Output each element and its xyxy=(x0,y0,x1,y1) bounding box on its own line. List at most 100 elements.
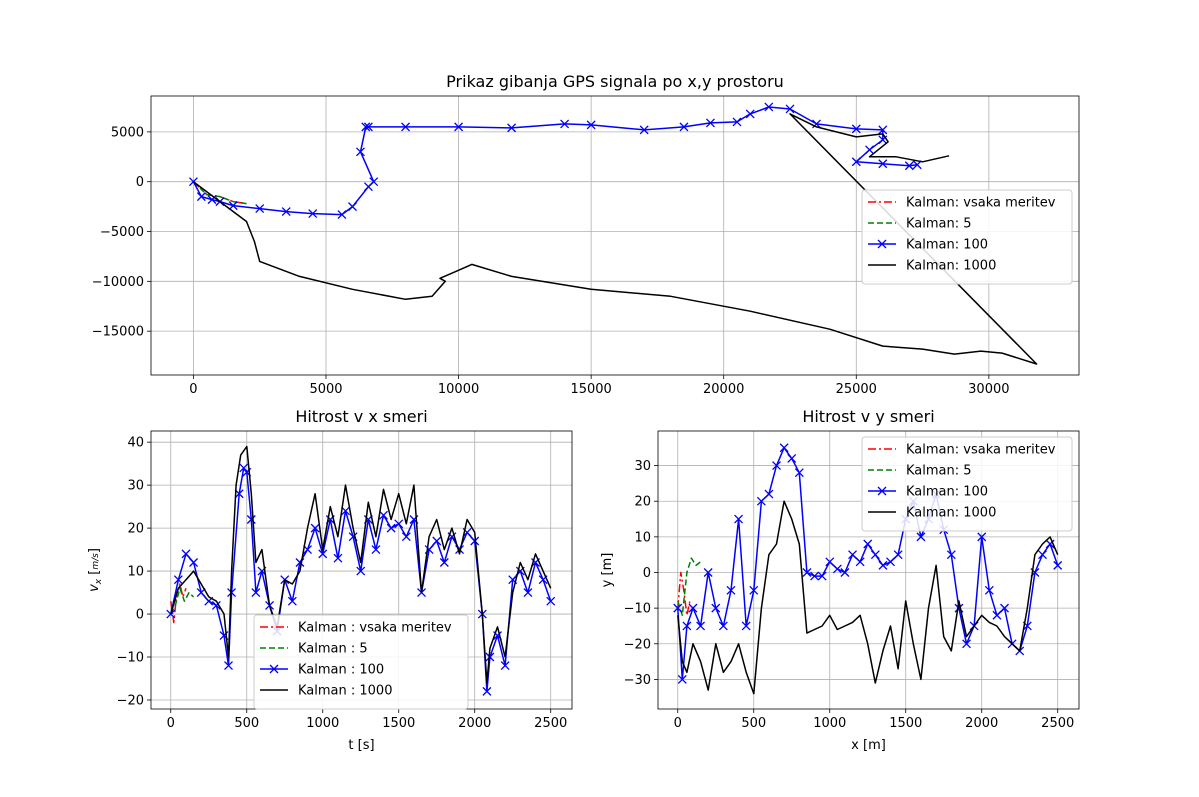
data-point xyxy=(984,585,994,595)
x-tick-label: 2000 xyxy=(965,716,998,731)
data-point xyxy=(673,603,683,613)
data-point xyxy=(308,209,318,219)
data-point xyxy=(851,124,861,134)
legend-label: Kalman: 1000 xyxy=(906,259,996,274)
data-point xyxy=(560,119,570,129)
data-point xyxy=(379,510,388,520)
chart-2: 0 500 1000 1500 2000 2500 −30 −20 −10 0 10 20 30 Hitr… xyxy=(600,407,1080,753)
data-point xyxy=(764,489,774,499)
data-point xyxy=(239,463,249,473)
data-point xyxy=(369,177,379,187)
y-tick-label: −30 xyxy=(624,673,651,688)
y-tick-label: −20 xyxy=(624,637,651,652)
legend-marker xyxy=(877,239,887,249)
series-line-2 xyxy=(192,106,918,216)
y-tick-label: 40 xyxy=(127,436,144,451)
data-point xyxy=(878,125,888,135)
y-tick-label: 5000 xyxy=(111,125,144,140)
data-point xyxy=(401,122,410,132)
data-point xyxy=(711,603,721,613)
data-point xyxy=(363,122,373,132)
data-point xyxy=(333,553,343,563)
data-point xyxy=(523,588,533,598)
x-tick-label: 2000 xyxy=(458,716,491,731)
data-point xyxy=(812,119,821,129)
x-axis-label: x [m] xyxy=(851,738,886,753)
data-point xyxy=(439,558,449,567)
x-tick-label: 1000 xyxy=(813,716,846,731)
chart-title: Hitrost v y smeri xyxy=(802,407,934,426)
plot-area xyxy=(673,443,1063,695)
data-point xyxy=(817,571,827,581)
data-point xyxy=(764,102,774,112)
series-line-3 xyxy=(677,500,1059,695)
y-tick-label: 20 xyxy=(634,495,651,510)
x-tick-label: 1500 xyxy=(889,716,922,731)
data-point xyxy=(341,506,351,516)
data-point xyxy=(779,443,789,453)
data-point xyxy=(977,532,987,542)
x-tick-label: 5000 xyxy=(309,382,342,397)
data-point xyxy=(677,674,687,684)
data-point xyxy=(1053,560,1063,570)
data-point xyxy=(386,523,396,533)
data-point xyxy=(865,145,874,155)
data-point xyxy=(802,568,812,577)
y-tick-label: 10 xyxy=(127,565,144,580)
data-point xyxy=(287,596,297,606)
legend-box xyxy=(861,189,1073,285)
series-line-2 xyxy=(677,447,1059,681)
data-point xyxy=(734,514,744,524)
y-tick-label: 30 xyxy=(634,459,651,474)
data-point xyxy=(893,550,903,560)
y-tick-label: −15000 xyxy=(92,325,144,340)
data-point xyxy=(810,571,820,581)
data-point xyxy=(166,609,176,619)
data-point xyxy=(851,157,861,167)
x-tick-label: 500 xyxy=(741,716,766,731)
x-tick-label: 0 xyxy=(167,716,175,731)
data-point xyxy=(224,661,233,671)
data-point xyxy=(886,557,895,567)
data-point xyxy=(485,652,495,662)
y-tick-label: −10 xyxy=(117,651,144,666)
y-tick-label: 0 xyxy=(136,175,144,190)
data-point xyxy=(337,210,347,220)
data-point xyxy=(586,120,596,130)
data-point xyxy=(371,545,381,555)
legend-label: Kalman : 100 xyxy=(298,663,384,678)
data-point xyxy=(546,596,556,606)
data-point xyxy=(696,621,706,631)
x-tick-label: 2500 xyxy=(1041,716,1074,731)
x-tick-label: 1500 xyxy=(382,716,415,731)
series-line-1 xyxy=(677,557,702,617)
x-tick-label: 0 xyxy=(189,382,197,397)
data-point xyxy=(749,585,759,595)
data-point xyxy=(348,202,357,212)
data-point xyxy=(181,549,191,559)
data-point xyxy=(432,536,442,546)
series-line-1 xyxy=(192,181,247,205)
y-tick-label: −5000 xyxy=(100,225,144,240)
x-tick-label: 30000 xyxy=(968,382,1009,397)
x-tick-label: 10000 xyxy=(438,382,479,397)
x-tick-label: 500 xyxy=(234,716,259,731)
legend-label: Kalman: 100 xyxy=(906,238,988,253)
data-point xyxy=(356,147,365,157)
data-point xyxy=(361,122,371,132)
data-point xyxy=(787,453,797,463)
y-tick-label: −10000 xyxy=(92,275,144,290)
data-point xyxy=(840,568,850,577)
y-axis-label: y [m] xyxy=(600,553,615,588)
legend-label: Kalman: 5 xyxy=(906,464,972,479)
data-point xyxy=(912,160,922,170)
data-point xyxy=(470,536,480,546)
chart-0: 0 5000 10000 15000 20000 25000 30000 −15000 −100… xyxy=(92,72,1080,397)
series-line-3 xyxy=(192,113,1038,365)
data-point xyxy=(394,519,404,529)
data-point xyxy=(825,557,835,567)
y-tick-label: 30 xyxy=(127,479,144,494)
data-point xyxy=(310,523,320,533)
legend: Kalman : vsaka meritev Kalman : 5 Kalman :… xyxy=(253,614,469,710)
